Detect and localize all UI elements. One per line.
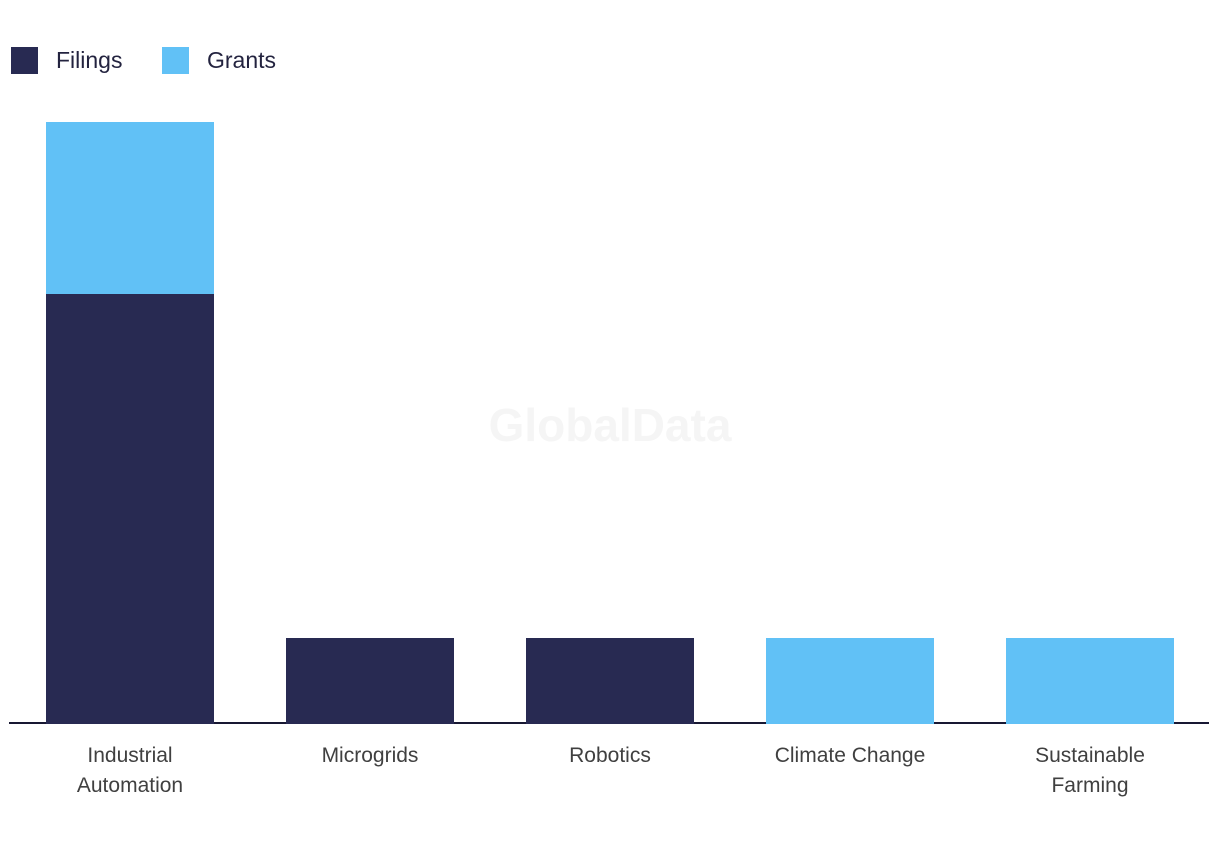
legend-label-grants: Grants [207,46,277,73]
x-axis-label-microgrids: Microgrids [321,744,419,767]
bar-segment-filings-robotics [526,638,694,724]
bar-segment-grants-climate-change [766,638,934,724]
globaldata-watermark: GlobalData [488,399,732,451]
legend-label-filings: Filings [56,46,123,73]
chart-legend: Filings Grants [0,0,1220,90]
legend-item-grants: Grants [162,46,276,74]
legend-swatch-grants [162,46,189,74]
legend-item-filings: Filings [11,46,122,74]
bar-segment-filings-microgrids [286,638,454,724]
x-axis-label-industrial-automation: Industrial Automation [76,744,184,797]
bar-segment-grants-sustainable-farming [1006,638,1174,724]
bar-segment-grants-industrial-automation [46,122,214,294]
legend-swatch-filings [11,46,38,74]
plot-area: GlobalData [9,122,1209,724]
x-axis-label-robotics: Robotics [569,744,651,767]
x-axis-label-sustainable-farming: Sustainable Farming [1035,744,1145,797]
bar-segment-filings-industrial-automation [46,294,214,724]
x-axis-labels: Industrial Automation Microgrids Robotics C… [0,724,1220,850]
x-axis-label-climate-change: Climate Change [774,744,926,767]
